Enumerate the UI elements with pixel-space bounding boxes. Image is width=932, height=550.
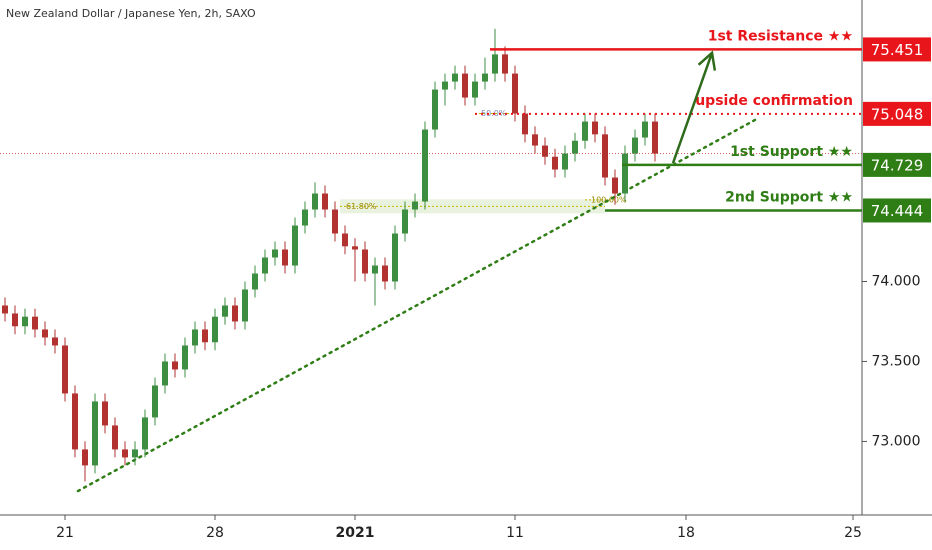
candle-body: [352, 246, 358, 250]
candle-body: [192, 329, 198, 346]
arrow-head: [697, 50, 717, 71]
candle-body: [22, 316, 28, 327]
candle-body: [622, 153, 628, 194]
trendline: [76, 118, 757, 493]
candle-body: [402, 209, 408, 234]
candle-body: [292, 225, 298, 266]
price-tag-label: 75.451: [871, 41, 924, 59]
candle-body: [602, 134, 608, 178]
candle-body: [232, 305, 238, 322]
candle-body: [412, 201, 418, 210]
candle-body: [162, 361, 168, 386]
candle-body: [492, 54, 498, 74]
x-tick-label: 21: [56, 525, 74, 541]
price-tag-label: 74.444: [871, 202, 924, 220]
candle-body: [282, 249, 288, 266]
candle-body: [612, 177, 618, 194]
fib-label: 61.80%: [346, 202, 377, 211]
candle-body: [82, 449, 88, 466]
candle-body: [532, 134, 538, 146]
candle-body: [442, 81, 448, 90]
candle-body: [302, 209, 308, 226]
candle-body: [72, 393, 78, 450]
candle-body: [452, 73, 458, 82]
price-tag: [863, 198, 931, 223]
x-tick-label: 28: [206, 525, 224, 541]
candle-body: [632, 137, 638, 154]
price-tag: [863, 37, 931, 62]
candle-body: [122, 449, 128, 458]
arrow-shaft: [671, 52, 714, 164]
candle-body: [462, 73, 468, 98]
candle-body: [392, 233, 398, 282]
candle-body: [582, 121, 588, 141]
candle-body: [512, 73, 518, 114]
candle-body: [182, 345, 188, 370]
candle-body: [642, 121, 648, 138]
level-name: 1st Resistance ★★: [708, 28, 853, 44]
candle-body: [262, 257, 268, 274]
candle-body: [92, 401, 98, 466]
x-tick-label: 25: [844, 525, 862, 541]
level-name: 1st Support ★★: [730, 144, 853, 160]
candle-body: [482, 73, 488, 82]
candle-body: [242, 289, 248, 322]
candle-body: [62, 345, 68, 394]
candle-body: [222, 305, 228, 317]
candle-body: [142, 417, 148, 450]
candle-body: [472, 81, 478, 98]
y-tick-label: 74.000: [872, 273, 921, 289]
candle-body: [252, 273, 258, 290]
y-tick-label: 73.500: [872, 353, 921, 369]
candle-body: [172, 361, 178, 370]
candle-body: [2, 305, 8, 314]
x-tick-label: 2021: [336, 525, 375, 541]
candle-body: [42, 329, 48, 338]
candle-body: [332, 209, 338, 234]
price-tag-label: 75.048: [871, 105, 924, 123]
level-name: upside confirmation: [695, 93, 853, 109]
candle-body: [132, 449, 138, 458]
price-tag: [863, 152, 931, 177]
candle-body: [592, 121, 598, 135]
candle-body: [422, 129, 428, 202]
candle-body: [362, 249, 368, 274]
candle-body: [52, 337, 58, 346]
price-tag: [863, 101, 931, 126]
candle-body: [572, 140, 578, 154]
candle-body: [102, 401, 108, 426]
candle-body: [562, 153, 568, 170]
level-name: 2nd Support ★★: [725, 189, 853, 205]
candle-body: [212, 316, 218, 343]
y-tick-label: 73.000: [872, 433, 921, 449]
candle-body: [152, 385, 158, 418]
candle-body: [522, 113, 528, 135]
candle-body: [542, 145, 548, 157]
candle-body: [202, 329, 208, 343]
candle-body: [272, 249, 278, 258]
price-tag-label: 74.729: [871, 156, 924, 174]
candle-body: [432, 89, 438, 130]
candle-body: [502, 54, 508, 74]
candle-body: [32, 316, 38, 330]
candle-body: [322, 193, 328, 210]
chart-title: New Zealand Dollar / Japanese Yen, 2h, S…: [6, 7, 256, 20]
x-tick-label: 11: [506, 525, 524, 541]
fib-label: 100.00%: [591, 195, 627, 204]
candle-body: [382, 265, 388, 282]
candle-body: [312, 193, 318, 210]
candle-body: [12, 313, 18, 327]
candle-body: [112, 425, 118, 450]
candle-body: [372, 265, 378, 274]
candle-body: [342, 233, 348, 247]
x-tick-label: 18: [677, 525, 695, 541]
candle-body: [652, 121, 658, 154]
candle-body: [552, 156, 558, 170]
